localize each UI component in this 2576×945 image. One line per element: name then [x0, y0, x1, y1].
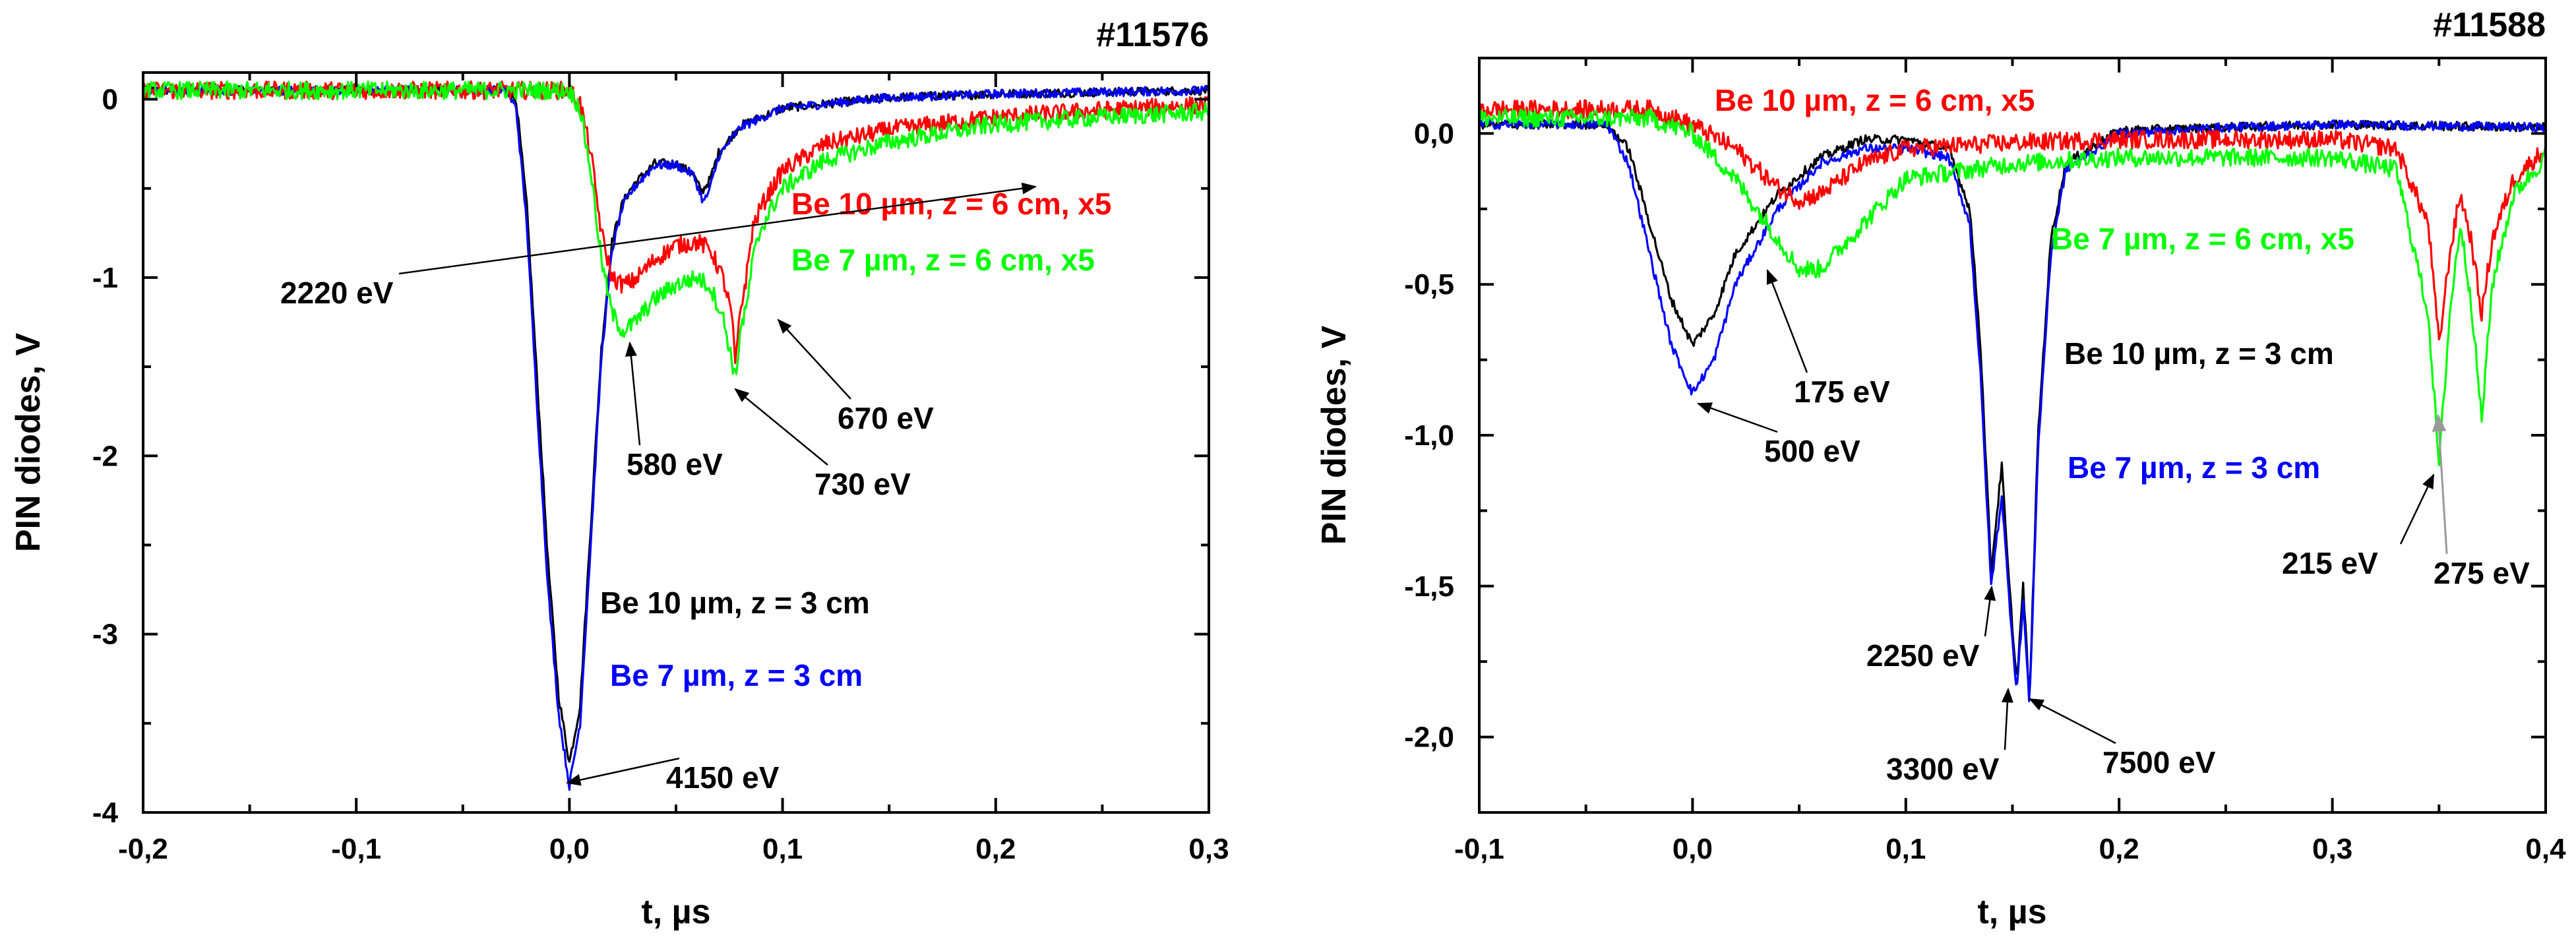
y-tick-label: -2,0 [1404, 721, 1454, 754]
x-axis-label: t, µs [641, 893, 710, 931]
chart-panel-1: -0,2 -0,1 0,0 0,1 0,2 0,3 0 -1 -2 -3 -4 #11576 t, µs… [9, 16, 1229, 931]
y-axis-label: PIN diodes, V [9, 333, 47, 553]
chart-panel-2: -0,1 0,0 0,1 0,2 0,3 0,4 0,0 -0,5 -1,0 -1,5 -2,0 #1… [1315, 6, 2566, 931]
series-line-4 [1479, 108, 2546, 466]
legend-label: Be 7 µm, z = 6 cm, x5 [2051, 222, 2354, 256]
annotation-arrow [2028, 698, 2116, 745]
annotation-label: 500 eV [1764, 434, 1860, 468]
y-tick-label: -3 [92, 619, 118, 651]
x-axis-label: t, µs [1977, 893, 2046, 931]
y-tick-label: -1,5 [1404, 570, 1454, 603]
x-tick-label: 0,1 [762, 833, 803, 865]
legend-label: Be 7 µm, z = 3 cm [2068, 450, 2320, 485]
series-line-3 [1479, 99, 2546, 341]
x-tick-label: 0,1 [1886, 833, 1926, 865]
annotation-label: 175 eV [1794, 375, 1890, 409]
series-group [1479, 99, 2546, 702]
chart-title: #11576 [1096, 16, 1209, 54]
annotation-arrow [1766, 268, 1808, 373]
y-tick-label: -0,5 [1404, 268, 1454, 301]
annotation-arrow [2001, 687, 2013, 750]
legend-label: Be 10 µm, z = 6 cm, x5 [1715, 83, 2035, 117]
annotation-label: 730 eV [814, 467, 911, 501]
annotation-label: 580 eV [627, 447, 723, 481]
annotation-label: 215 eV [2282, 546, 2378, 580]
series-line-2 [1479, 119, 2546, 702]
series-group [143, 80, 1209, 791]
x-tick-label: 0,0 [549, 833, 590, 865]
annotation-label: 2220 eV [280, 276, 394, 310]
annotation-arrow [625, 341, 641, 446]
y-tick-label: -1,0 [1404, 419, 1454, 452]
series-line-3 [143, 80, 1209, 365]
plot-frame [142, 71, 1210, 814]
legend-label: Be 10 µm, z = 6 cm, x5 [791, 187, 1112, 221]
annotation-label: 2250 eV [1866, 638, 1980, 673]
annotation-arrow [734, 388, 828, 466]
annotation-label: 7500 eV [2102, 745, 2216, 779]
legend-label: Be 7 µm, z = 3 cm [610, 658, 863, 692]
legend-label: Be 10 µm, z = 3 cm [2064, 336, 2334, 371]
legend-label: Be 10 µm, z = 3 cm [600, 586, 870, 620]
annotation-label: 3300 eV [1886, 752, 2000, 786]
x-tick-label: -0,2 [118, 833, 168, 865]
x-tick-label: 0,3 [2312, 833, 2352, 865]
annotation-arrow [777, 319, 851, 400]
legend-label: Be 7 µm, z = 6 cm, x5 [791, 243, 1095, 277]
y-tick-label: -2 [92, 440, 118, 472]
chart-title: #11588 [2433, 6, 2546, 44]
annotation-arrow [1984, 585, 1996, 637]
x-tick-label: 0,3 [1188, 833, 1229, 865]
annotation-arrow [2399, 473, 2435, 545]
x-tick-label: 0,0 [1672, 833, 1713, 865]
annotation-label: 4150 eV [666, 760, 780, 795]
x-tick-label: -0,1 [1454, 833, 1504, 865]
y-axis-label: PIN diodes, V [1315, 326, 1353, 545]
annotation-arrow [398, 182, 1037, 275]
annotation-label: 275 eV [2434, 556, 2530, 590]
y-tick-label: -1 [92, 262, 118, 294]
annotation-arrow [565, 757, 680, 786]
x-tick-label: -0,1 [331, 833, 381, 865]
annotation-arrow [1696, 402, 1778, 433]
x-tick-label: 0,4 [2525, 833, 2566, 865]
y-tick-label: 0,0 [1414, 117, 1454, 150]
annotation-label: 670 eV [838, 401, 934, 435]
x-tick-label: 0,2 [975, 833, 1016, 865]
y-tick-label: 0 [102, 84, 118, 116]
annotation-arrow [2432, 413, 2448, 555]
x-tick-label: 0,2 [2099, 833, 2139, 865]
series-line-4 [143, 80, 1209, 375]
y-tick-label: -4 [92, 797, 119, 829]
